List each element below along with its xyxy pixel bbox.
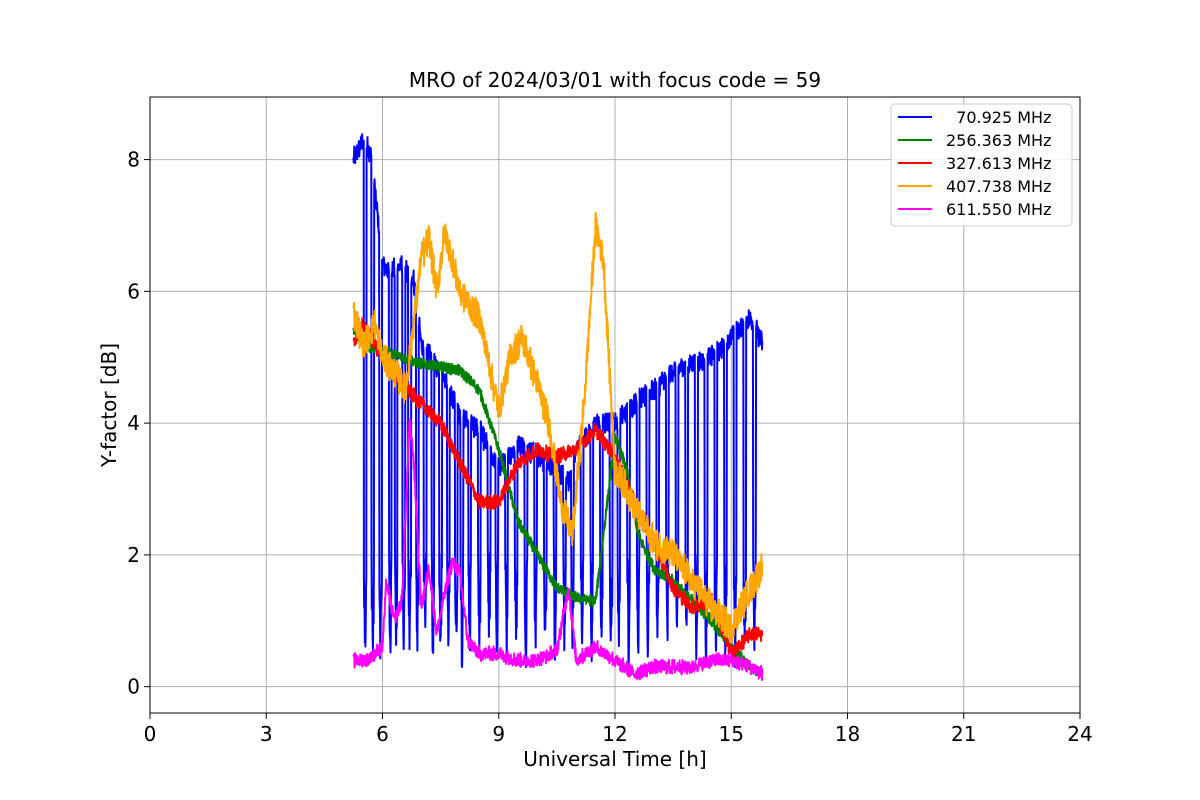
legend-label: 70.925 MHz — [946, 108, 1051, 127]
x-tick-label: 0 — [144, 722, 157, 746]
legend-label: 407.738 MHz — [946, 177, 1051, 196]
x-tick-label: 24 — [1067, 722, 1092, 746]
legend-label: 611.550 MHz — [946, 200, 1051, 219]
x-tick-label: 21 — [951, 722, 976, 746]
series-group — [352, 133, 764, 681]
series-line-611-550-mhz — [352, 418, 764, 681]
y-tick-label: 0 — [127, 675, 140, 699]
x-axis-label: Universal Time [h] — [523, 747, 706, 771]
legend-label: 327.613 MHz — [946, 154, 1051, 173]
x-tick-label: 3 — [260, 722, 273, 746]
y-axis-label: Y-factor [dB] — [97, 343, 121, 468]
legend-box — [890, 103, 1073, 227]
series-line-327-613-mhz — [352, 317, 764, 660]
legend-label: 256.363 MHz — [946, 131, 1051, 150]
x-tick-label: 15 — [719, 722, 744, 746]
y-axis-ticks: 0 2 4 6 8 — [127, 148, 150, 699]
x-tick-label: 9 — [492, 722, 505, 746]
y-tick-label: 4 — [127, 411, 140, 435]
x-tick-label: 12 — [602, 722, 627, 746]
y-tick-label: 8 — [127, 148, 140, 172]
legend: 70.925 MHz 256.363 MHz 327.613 MHz 407.738 … — [890, 103, 1073, 227]
x-tick-label: 18 — [835, 722, 860, 746]
chart-title: MRO of 2024/03/01 with focus code = 59 — [409, 68, 821, 92]
y-tick-label: 6 — [127, 279, 140, 303]
x-axis-ticks: 0 3 6 9 12 15 18 21 24 — [144, 713, 1093, 746]
y-tick-label: 2 — [127, 543, 140, 567]
x-tick-label: 6 — [376, 722, 389, 746]
series-line-407-738-mhz — [352, 212, 764, 644]
series-line-256-363-mhz — [352, 327, 764, 677]
